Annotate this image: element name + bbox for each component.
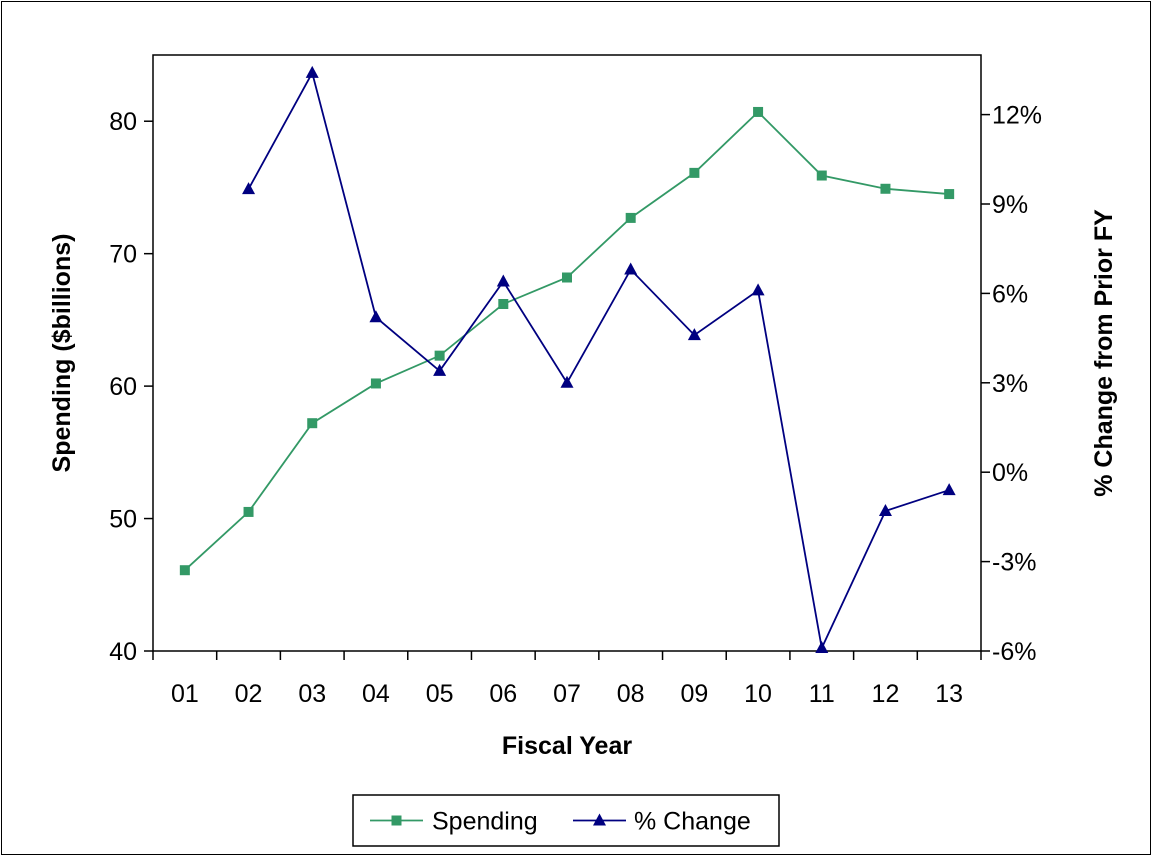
x-tick-label: 10 bbox=[744, 680, 772, 708]
plot-area bbox=[152, 54, 982, 652]
data-point-change bbox=[242, 182, 256, 195]
right-y-axis: -6% -3% 0% 3% 6% 9% 12% bbox=[981, 102, 1042, 666]
data-point-spending bbox=[434, 350, 445, 361]
legend-label-spending: Spending bbox=[432, 808, 538, 836]
x-tick-label: 01 bbox=[171, 680, 199, 708]
x-tick-label: 12 bbox=[872, 680, 900, 708]
legend-marker-change bbox=[593, 813, 606, 826]
legend-item-spending: Spending bbox=[370, 808, 538, 836]
x-axis: 01 02 03 04 05 06 07 08 09 10 11 12 13 bbox=[152, 651, 982, 708]
data-point-spending bbox=[179, 565, 190, 576]
series-change bbox=[242, 65, 956, 654]
left-y-axis: 40 50 60 70 80 bbox=[109, 108, 153, 666]
x-tick-label: 11 bbox=[809, 680, 835, 708]
left-y-tick-label: 50 bbox=[109, 506, 137, 534]
x-tick-label: 05 bbox=[426, 680, 454, 708]
legend: Spending % Change bbox=[352, 794, 780, 847]
x-tick-label: 09 bbox=[680, 680, 708, 708]
x-tick-label: 13 bbox=[935, 680, 963, 708]
data-point-change bbox=[942, 483, 956, 496]
data-point-spending bbox=[689, 167, 700, 178]
right-y-tick-label: 12% bbox=[992, 102, 1042, 130]
data-point-change bbox=[878, 503, 892, 516]
left-y-axis-title: Spending ($billions) bbox=[48, 234, 76, 473]
x-tick-label: 03 bbox=[298, 680, 326, 708]
legend-label-change: % Change bbox=[634, 808, 751, 836]
x-tick-label: 08 bbox=[617, 680, 645, 708]
series-spending bbox=[179, 106, 955, 576]
x-tick-label: 06 bbox=[489, 680, 517, 708]
right-y-tick-label: 6% bbox=[992, 280, 1028, 308]
data-point-change bbox=[687, 328, 701, 341]
series-line-change bbox=[247, 70, 950, 651]
data-point-spending bbox=[753, 106, 764, 117]
legend-box bbox=[352, 794, 780, 847]
right-y-tick-label: 3% bbox=[992, 370, 1028, 398]
left-y-tick-label: 70 bbox=[109, 241, 137, 269]
data-point-spending bbox=[944, 189, 955, 200]
left-y-tick-label: 60 bbox=[109, 373, 137, 401]
series-line-spending bbox=[184, 110, 950, 571]
right-y-axis-title: % Change from Prior FY bbox=[1090, 209, 1118, 497]
left-y-tick-label: 40 bbox=[109, 638, 137, 666]
data-point-spending bbox=[816, 170, 827, 181]
x-axis-title: Fiscal Year bbox=[502, 732, 632, 760]
data-point-spending bbox=[307, 418, 318, 429]
data-point-change bbox=[496, 274, 510, 287]
right-y-tick-label: -6% bbox=[992, 638, 1036, 666]
legend-item-change: % Change bbox=[573, 808, 751, 836]
x-tick-label: 02 bbox=[235, 680, 263, 708]
series-layer bbox=[179, 65, 956, 654]
data-point-spending bbox=[243, 506, 254, 517]
data-point-change bbox=[305, 65, 319, 78]
data-point-spending bbox=[562, 272, 572, 283]
data-point-spending bbox=[880, 183, 891, 194]
data-point-change bbox=[560, 375, 574, 388]
right-y-tick-label: 0% bbox=[992, 459, 1028, 487]
data-point-change bbox=[433, 363, 447, 376]
data-point-spending bbox=[498, 298, 509, 309]
data-point-change bbox=[751, 283, 765, 296]
left-y-tick-label: 80 bbox=[109, 108, 137, 136]
x-tick-label: 07 bbox=[553, 680, 581, 708]
data-point-change bbox=[815, 641, 829, 654]
right-y-tick-label: 9% bbox=[992, 191, 1028, 219]
legend-marker-spending bbox=[391, 815, 402, 826]
data-point-spending bbox=[370, 378, 381, 389]
data-point-spending bbox=[625, 212, 636, 223]
data-point-change bbox=[624, 262, 638, 275]
right-y-tick-label: -3% bbox=[992, 549, 1036, 577]
data-point-change bbox=[369, 310, 383, 323]
x-tick-label: 04 bbox=[362, 680, 390, 708]
